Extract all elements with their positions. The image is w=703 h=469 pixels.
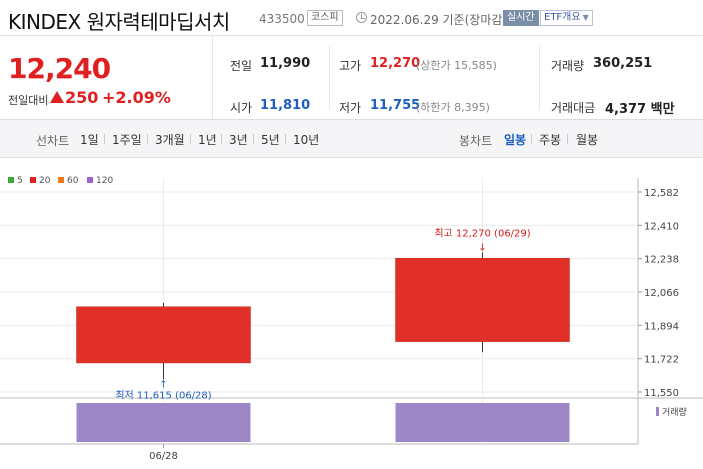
realtime-button[interactable]: 실시간 bbox=[503, 10, 539, 26]
current-price: 12,240 bbox=[8, 52, 111, 85]
volume-legend-swatch bbox=[656, 407, 659, 416]
divider bbox=[539, 46, 540, 110]
up-arrow-icon: ↑ bbox=[159, 379, 167, 390]
legend-label: 60 bbox=[67, 176, 79, 186]
high-label: 고가 bbox=[339, 59, 362, 73]
high-value: 12,270 bbox=[370, 56, 421, 71]
market-badge: 코스피 bbox=[307, 10, 343, 26]
y-tick-label: 12,238 bbox=[644, 255, 679, 266]
open-label: 시가 bbox=[230, 101, 253, 115]
divider bbox=[190, 134, 191, 144]
high-price: 고가 12,270 (상한가 15,585) bbox=[339, 42, 539, 84]
upper-limit: (상한가 15,585) bbox=[416, 59, 497, 72]
price-stats: 전일 11,990 고가 12,270 (상한가 15,585) 거래량 360… bbox=[214, 36, 703, 120]
high-annotation: 최고 12,270 (06/29) bbox=[434, 227, 530, 239]
etf-overview-label: ETF개요 bbox=[544, 12, 581, 23]
candle-body bbox=[395, 258, 570, 342]
volume-bars bbox=[76, 403, 570, 442]
low-label: 저가 bbox=[339, 101, 362, 115]
low-value: 11,755 bbox=[370, 98, 421, 113]
volume: 거래량 360,251 bbox=[551, 42, 701, 84]
up-triangle-icon bbox=[50, 91, 64, 103]
legend-item-ma20: 20 bbox=[30, 176, 50, 186]
y-tick-label: 11,894 bbox=[644, 321, 679, 332]
divider bbox=[531, 134, 532, 144]
legend-item-ma5: 5 bbox=[8, 176, 23, 186]
divider bbox=[253, 134, 254, 144]
low-annotation: 최저 11,615 (06/28) bbox=[115, 389, 211, 401]
volume-value: 360,251 bbox=[593, 56, 653, 71]
volume-label: 거래량 bbox=[551, 59, 585, 73]
x-tick-label: 06/28 bbox=[149, 451, 178, 462]
amount-label: 거래대금 bbox=[551, 101, 596, 115]
y-tick-label: 12,582 bbox=[644, 188, 679, 199]
legend-swatch bbox=[87, 177, 93, 183]
axis-labels: 12,582 12,410 12,238 12,066 11,894 11,722 11,5… bbox=[115, 188, 687, 462]
price-summary: 12,240 전일대비 250 +2.09% 전일 11,990 고가 12,2… bbox=[0, 36, 703, 120]
as-of-date: 2022.06.29 기준(장마감) bbox=[370, 13, 508, 27]
legend-item-ma120: 120 bbox=[87, 176, 113, 186]
current-price-panel: 12,240 전일대비 250 +2.09% bbox=[0, 36, 213, 120]
candles bbox=[76, 252, 570, 380]
low-price: 저가 11,755 (하한가 8,395) bbox=[339, 84, 539, 126]
candle-chart-label: 봉차트 bbox=[459, 134, 493, 148]
y-tick-label: 12,066 bbox=[644, 288, 679, 299]
y-tick-label: 11,722 bbox=[644, 355, 679, 366]
volume-legend-label: 거래량 bbox=[662, 406, 687, 418]
open-value: 11,810 bbox=[260, 98, 311, 113]
stock-title: KINDEX 원자력테마딥서치 bbox=[8, 10, 230, 34]
etf-overview-dropdown[interactable]: ETF개요 ▼ bbox=[540, 10, 593, 26]
tab-daily[interactable]: 일봉 bbox=[504, 133, 527, 147]
down-arrow-icon: ↓ bbox=[478, 242, 486, 253]
tab-1w[interactable]: 1주일 bbox=[112, 133, 142, 147]
diff-percent: +2.09% bbox=[102, 88, 171, 107]
legend-item-ma60: 60 bbox=[58, 176, 78, 186]
prev-close-value: 11,990 bbox=[260, 56, 311, 71]
trade-amount: 거래대금 4,377 백만 bbox=[551, 84, 701, 126]
stock-code: 433500 bbox=[259, 12, 305, 26]
y-tick-label: 12,410 bbox=[644, 221, 679, 232]
prev-close-label: 전일 bbox=[230, 59, 253, 73]
volume-bar bbox=[395, 403, 570, 442]
legend-label: 5 bbox=[17, 176, 23, 186]
clock-icon bbox=[356, 12, 367, 23]
candlestick-chart[interactable]: 12,582 12,410 12,238 12,066 11,894 11,722 11,5… bbox=[0, 170, 703, 469]
tab-10y[interactable]: 10년 bbox=[293, 133, 320, 147]
divider bbox=[329, 46, 330, 110]
diff-label: 전일대비 bbox=[8, 94, 49, 107]
divider bbox=[221, 134, 222, 144]
legend-label: 20 bbox=[39, 176, 51, 186]
legend-swatch bbox=[58, 177, 64, 183]
tab-1y[interactable]: 1년 bbox=[198, 133, 217, 147]
legend-swatch bbox=[8, 177, 14, 183]
lower-limit: (하한가 8,395) bbox=[416, 101, 490, 114]
line-chart-label: 선차트 bbox=[36, 134, 70, 148]
tab-1d[interactable]: 1일 bbox=[80, 133, 99, 147]
tab-3m[interactable]: 3개월 bbox=[155, 133, 185, 147]
divider bbox=[285, 134, 286, 144]
legend-label: 120 bbox=[96, 176, 114, 186]
tab-weekly[interactable]: 주봉 bbox=[539, 133, 562, 147]
diff-value: 250 bbox=[65, 88, 99, 107]
tab-monthly[interactable]: 월봉 bbox=[576, 133, 599, 147]
amount-value: 4,377 백만 bbox=[605, 102, 675, 117]
tab-3y[interactable]: 3년 bbox=[229, 133, 248, 147]
volume-bar bbox=[76, 403, 251, 442]
chevron-down-icon: ▼ bbox=[582, 13, 589, 22]
tab-5y[interactable]: 5년 bbox=[261, 133, 280, 147]
y-tick-label: 11,550 bbox=[644, 388, 679, 399]
divider bbox=[147, 134, 148, 144]
legend-swatch bbox=[30, 177, 36, 183]
chart-period-tabs: 선차트 1일 1주일 3개월 1년 3년 5년 10년 봉차트 일봉 주봉 월봉 bbox=[0, 120, 703, 158]
open-price: 시가 11,810 bbox=[230, 84, 330, 126]
divider bbox=[104, 134, 105, 144]
candle-body bbox=[76, 306, 251, 364]
divider bbox=[567, 134, 568, 144]
stock-header: KINDEX 원자력테마딥서치 433500 코스피 2022.06.29 기준… bbox=[0, 0, 703, 36]
prev-close: 전일 11,990 bbox=[230, 42, 330, 84]
